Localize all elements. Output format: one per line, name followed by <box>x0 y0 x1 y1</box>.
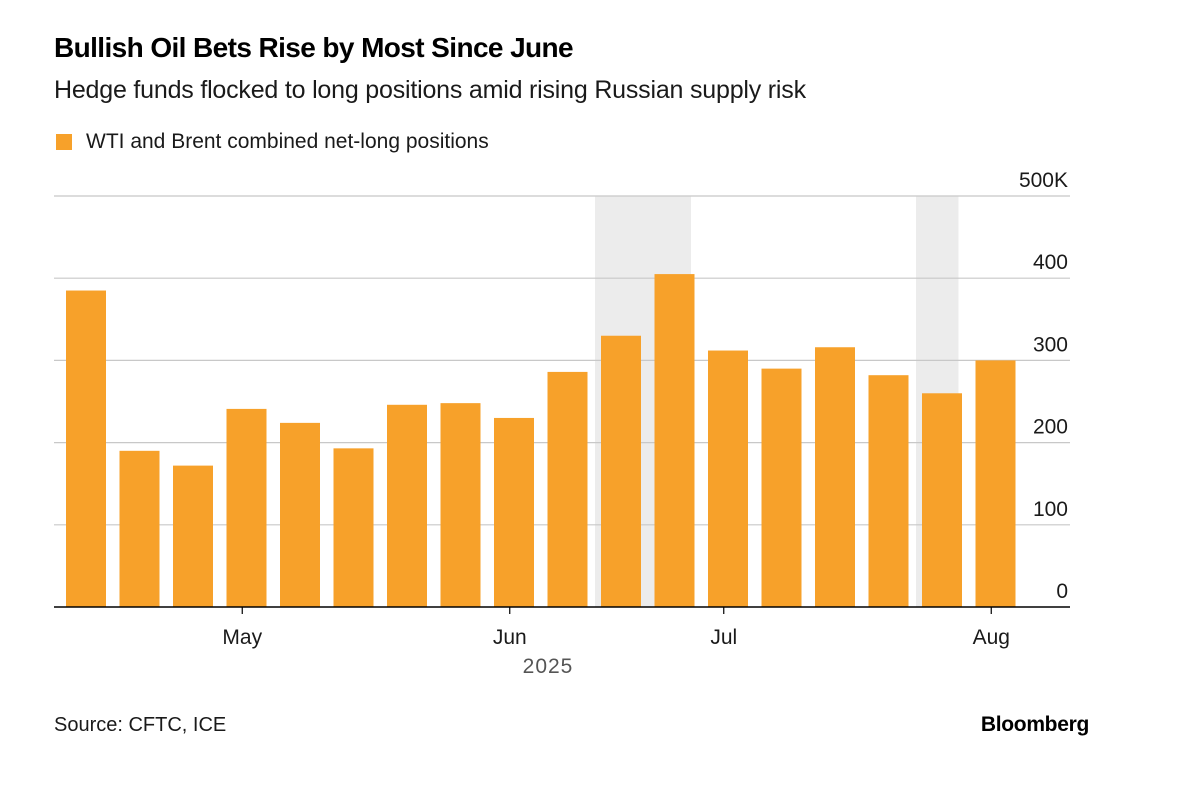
y-tick-label: 500K <box>1019 169 1068 192</box>
bar-7 <box>440 403 481 607</box>
bar-15 <box>868 375 909 607</box>
bar-16 <box>922 393 962 607</box>
source-note: Source: CFTC, ICE <box>54 714 227 736</box>
y-tick-label: 400 <box>1033 251 1068 274</box>
bar-17 <box>975 360 1016 607</box>
bar-0 <box>66 290 106 607</box>
x-tick-label: Jul <box>710 626 737 649</box>
brand-logo: Bloomberg <box>980 713 1089 736</box>
y-tick-label: 100 <box>1033 498 1068 521</box>
legend-label: WTI and Brent combined net-long position… <box>86 130 489 153</box>
y-tick-label: 300 <box>1033 333 1068 356</box>
bar-14 <box>815 347 855 607</box>
bar-5 <box>333 448 374 607</box>
chart-subtitle: Hedge funds flocked to long positions am… <box>54 76 806 104</box>
bar-2 <box>173 465 213 607</box>
bar-12 <box>708 350 748 607</box>
x-tick-label: Aug <box>973 626 1010 649</box>
bar-10 <box>601 335 641 607</box>
bar-1 <box>119 450 160 607</box>
bar-9 <box>547 371 588 607</box>
bar-3 <box>226 408 267 607</box>
legend: WTI and Brent combined net-long position… <box>56 130 489 154</box>
x-axis-year-label: 2025 <box>523 655 574 678</box>
chart-title: Bullish Oil Bets Rise by Most Since June <box>54 32 574 63</box>
bar-11 <box>654 274 695 607</box>
bar-13 <box>761 368 802 607</box>
bar-4 <box>280 422 320 607</box>
y-tick-label: 200 <box>1033 416 1068 439</box>
x-tick-label: May <box>222 626 262 649</box>
x-tick-label: Jun <box>493 626 527 649</box>
bar-8 <box>494 417 534 607</box>
y-tick-label: 0 <box>1056 580 1068 603</box>
legend-swatch <box>56 134 72 150</box>
bar-6 <box>387 404 427 607</box>
